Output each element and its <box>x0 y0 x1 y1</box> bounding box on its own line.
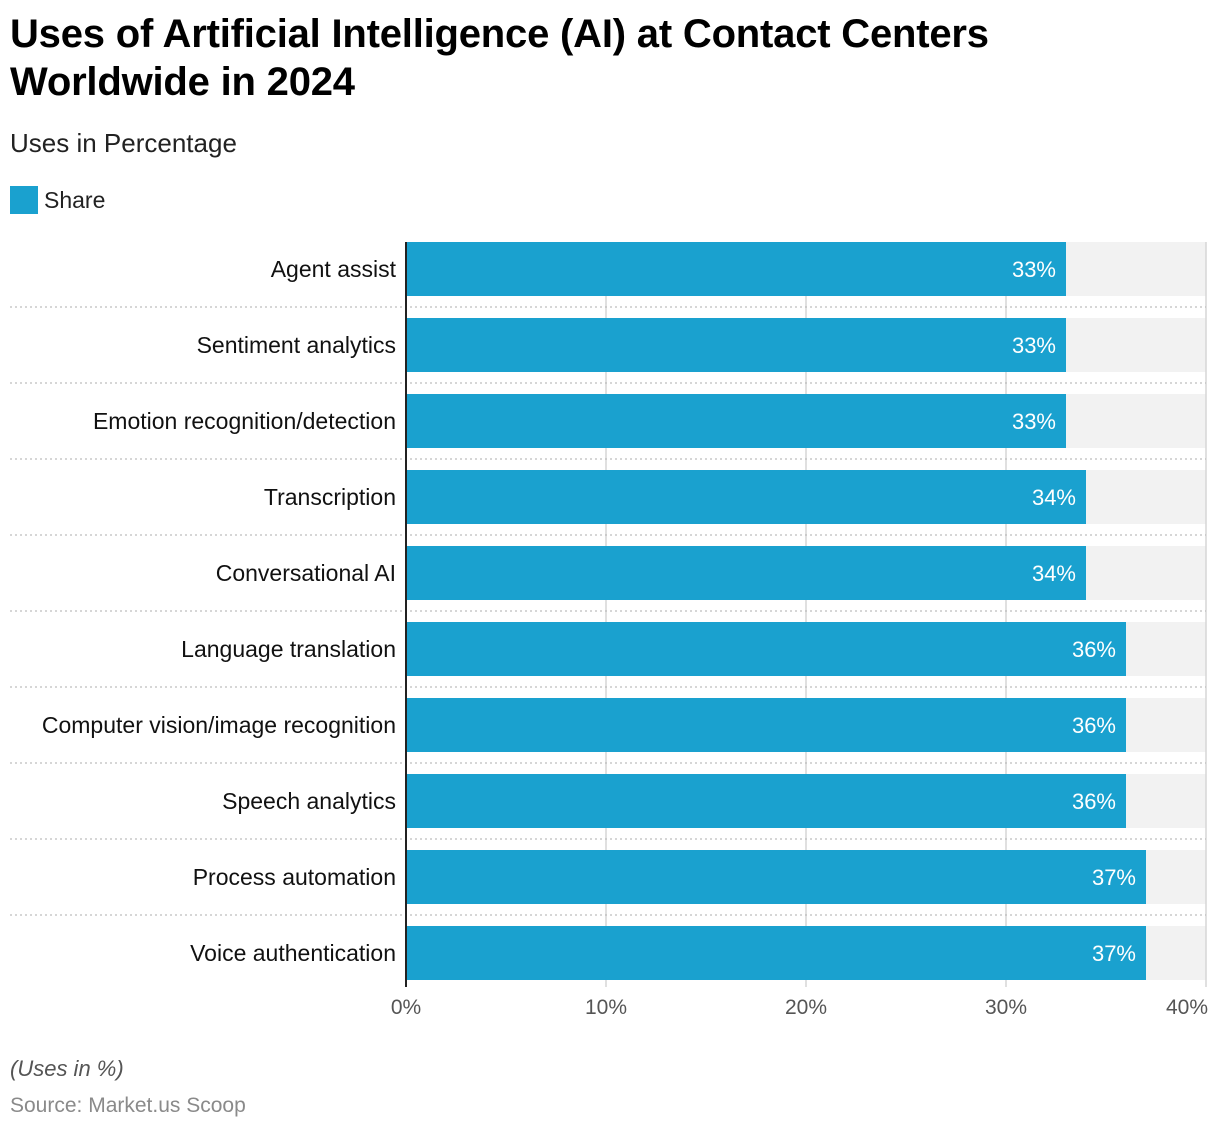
bar-value-label: 37% <box>1092 941 1136 966</box>
bar-value-label: 36% <box>1072 789 1116 814</box>
bar-value-label: 34% <box>1032 485 1076 510</box>
x-tick-label: 30% <box>985 996 1027 1019</box>
source-note: Source: Market.us Scoop <box>10 1094 246 1117</box>
category-label: Conversational AI <box>216 560 396 586</box>
bar <box>406 394 1066 448</box>
category-label: Emotion recognition/detection <box>93 408 396 434</box>
bar-value-label: 37% <box>1092 865 1136 890</box>
legend: Share <box>10 186 105 214</box>
bar-value-label: 36% <box>1072 713 1116 738</box>
chart-title: Uses of Artificial Intelligence (AI) at … <box>10 12 989 104</box>
category-label: Computer vision/image recognition <box>42 712 396 738</box>
bar <box>406 698 1126 752</box>
category-label: Process automation <box>193 864 396 890</box>
legend-swatch <box>10 186 38 214</box>
bar <box>406 318 1066 372</box>
bar-value-label: 36% <box>1072 637 1116 662</box>
category-label: Voice authentication <box>190 940 396 966</box>
legend-label: Share <box>44 186 106 213</box>
bar <box>406 926 1146 980</box>
bar-value-label: 33% <box>1012 333 1056 358</box>
bar-value-label: 33% <box>1012 409 1056 434</box>
x-tick-label: 0% <box>391 996 421 1019</box>
x-tick-label: 40% <box>1166 996 1208 1019</box>
footnote: (Uses in %) <box>10 1056 124 1081</box>
bar <box>406 774 1126 828</box>
bar <box>406 622 1126 676</box>
chart-subtitle: Uses in Percentage <box>10 128 237 158</box>
bar <box>406 546 1086 600</box>
bar-chart: 33% Agent assist 33% Sentiment analytics 33%… <box>10 242 1208 1019</box>
category-label: Language translation <box>181 636 396 662</box>
bar-value-label: 34% <box>1032 561 1076 586</box>
bar <box>406 850 1146 904</box>
bar-value-label: 33% <box>1012 257 1056 282</box>
x-tick-label: 10% <box>585 996 627 1019</box>
x-tick-label: 20% <box>785 996 827 1019</box>
category-label: Transcription <box>264 484 396 510</box>
category-label: Agent assist <box>271 256 397 282</box>
category-label: Sentiment analytics <box>197 332 396 358</box>
category-label: Speech analytics <box>222 788 396 814</box>
bar <box>406 242 1066 296</box>
bar <box>406 470 1086 524</box>
